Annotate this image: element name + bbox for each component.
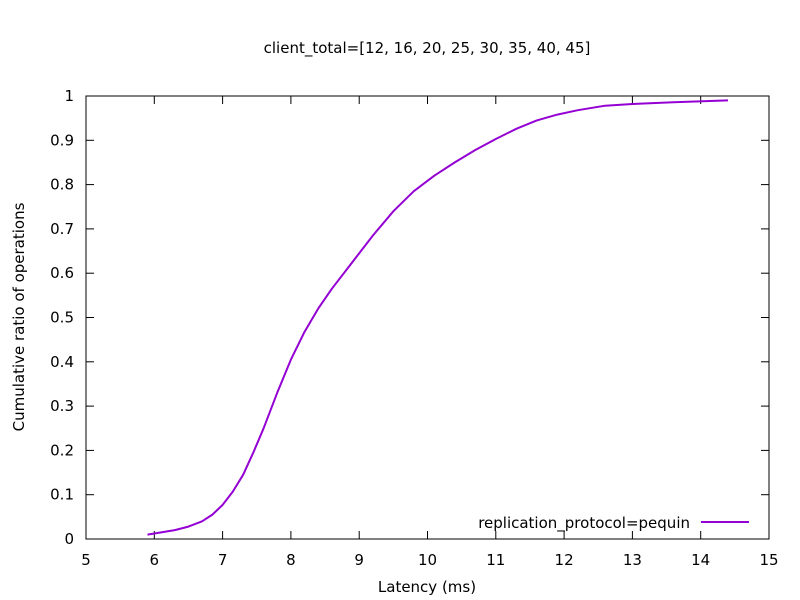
series-layer: [147, 99, 729, 536]
y-tick-label: 0: [64, 530, 74, 548]
x-tick-label: 13: [623, 551, 642, 569]
x-tick-label: 9: [354, 551, 364, 569]
y-axis: 0 0.1 0.2 0.3 0.4 0.5 0.6 0.7 0.8 0.9 1: [50, 87, 769, 548]
series-line: [147, 99, 729, 536]
x-axis-label: Latency (ms): [378, 578, 476, 596]
x-tick-label: 8: [286, 551, 296, 569]
y-tick-label: 0.8: [50, 176, 74, 194]
y-tick-label: 1: [64, 87, 74, 105]
y-tick-label: 0.2: [50, 441, 74, 459]
x-tick-label: 15: [759, 551, 778, 569]
x-tick-label: 12: [555, 551, 574, 569]
legend: replication_protocol=pequin: [478, 514, 749, 533]
x-tick-label: 10: [418, 551, 437, 569]
x-axis: 5 6 7 8 9 10 11 12 13 14 15: [81, 96, 779, 569]
y-tick-label: 0.9: [50, 131, 74, 149]
x-tick-label: 5: [81, 551, 91, 569]
y-axis-label: Cumulative ratio of operations: [10, 202, 28, 431]
y-tick-label: 0.7: [50, 220, 74, 238]
x-tick-label: 14: [691, 551, 710, 569]
chart-title: client_total=[12, 16, 20, 25, 30, 35, 40…: [264, 39, 591, 58]
y-tick-label: 0.1: [50, 486, 74, 504]
y-tick-label: 0.6: [50, 264, 74, 282]
x-tick-label: 11: [486, 551, 505, 569]
y-tick-label: 0.5: [50, 309, 74, 327]
y-tick-label: 0.4: [50, 353, 74, 371]
legend-label: replication_protocol=pequin: [478, 514, 690, 533]
x-tick-label: 7: [218, 551, 228, 569]
x-tick-label: 6: [150, 551, 160, 569]
y-tick-label: 0.3: [50, 397, 74, 415]
